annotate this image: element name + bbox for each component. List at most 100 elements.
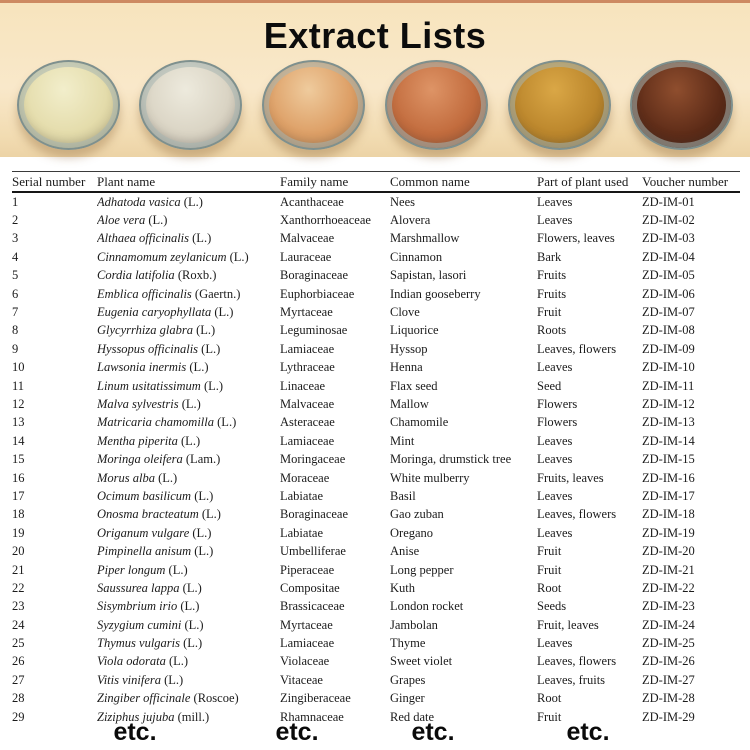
cell-family-name: Brassicaceae [280, 599, 345, 614]
plant-scientific-name: Ziziphus jujuba [97, 709, 175, 724]
cell-serial-number: 2 [12, 213, 19, 228]
cell-common-name: Hyssop [390, 341, 428, 356]
cell-plant-name: Emblica officinalis (Gaertn.) [97, 287, 280, 302]
cell-serial-number: 23 [12, 599, 25, 614]
cell-voucher-number: ZD-IM-14 [642, 433, 695, 448]
powder-dish-4 [384, 60, 488, 150]
cell-part-of-plant: Fruits, leaves [537, 470, 604, 485]
cell-part-of-plant: Leaves [537, 194, 573, 209]
cell-plant-name: Thymus vulgaris (L.) [97, 636, 280, 651]
cell-voucher-number: ZD-IM-03 [642, 231, 695, 246]
cell-serial-number: 12 [12, 396, 25, 411]
plant-authority: (L.) [180, 599, 200, 614]
cell-serial-number: 6 [12, 286, 19, 301]
cell-family-name: Lamiaceae [280, 433, 335, 448]
plant-authority: (L.) [169, 654, 189, 669]
cell-common-name: London rocket [390, 599, 464, 614]
cell-plant-name: Syzygium cumini (L.) [97, 618, 280, 633]
plant-authority: (L.) [183, 636, 203, 651]
cell-common-name: Clove [390, 305, 420, 320]
cell-voucher-number: ZD-IM-21 [642, 562, 695, 577]
cell-serial-number: 8 [12, 323, 19, 338]
plant-authority: (Roxb.) [177, 268, 217, 283]
plant-authority: (L.) [164, 672, 184, 687]
plant-authority: (L.) [214, 305, 234, 320]
plant-authority: (L.) [184, 617, 204, 632]
cell-serial-number: 14 [12, 433, 25, 448]
plant-authority: (L.) [217, 415, 237, 430]
plant-authority: (L.) [229, 249, 249, 264]
cell-part-of-plant: Flowers [537, 396, 578, 411]
powder-dish-1 [16, 60, 120, 150]
cell-family-name: Boraginaceae [280, 507, 349, 522]
plant-scientific-name: Vitis vinifera [97, 672, 161, 687]
cell-voucher-number: ZD-IM-01 [642, 194, 695, 209]
plant-scientific-name: Cordia latifolia [97, 268, 175, 283]
cell-plant-name: Mentha piperita (L.) [97, 434, 280, 449]
cell-voucher-number: ZD-IM-09 [642, 341, 695, 356]
table-row: 19 Origanum vulgare (L.) Labiatae Oregano Le… [12, 524, 740, 542]
plant-authority: (L.) [203, 378, 224, 393]
cell-voucher-number: ZD-IM-04 [642, 249, 695, 264]
plant-authority: (L.) [194, 488, 214, 503]
plant-scientific-name: Sisymbrium irio [97, 599, 178, 614]
cell-family-name: Malvaceae [280, 231, 335, 246]
table-row: 20 Pimpinella anisum (L.) Umbelliferae Anis… [12, 542, 740, 560]
cell-common-name: Mint [390, 433, 415, 448]
table-body: 1 Adhatoda vasica (L.) Acanthaceae Nees Leav… [12, 193, 740, 726]
cell-family-name: Leguminosae [280, 323, 348, 338]
table-row: 14 Mentha piperita (L.) Lamiaceae Mint Leave… [12, 432, 740, 450]
plant-authority: (L.) [183, 194, 203, 209]
cell-part-of-plant: Fruits [537, 286, 567, 301]
cell-common-name: Moringa, drumstick tree [390, 452, 512, 467]
cell-plant-name: Linum usitatissimum (L.) [97, 379, 280, 394]
cell-family-name: Lamiaceae [280, 341, 335, 356]
plant-authority: (L.) [201, 507, 221, 522]
cell-voucher-number: ZD-IM-06 [642, 286, 695, 301]
cell-plant-name: Cordia latifolia (Roxb.) [97, 268, 280, 283]
cell-part-of-plant: Seeds [537, 599, 567, 614]
plant-scientific-name: Moringa oleifera [97, 452, 183, 467]
page-title: Extract Lists [263, 15, 487, 56]
plant-scientific-name: Linum usitatissimum [97, 378, 201, 393]
table-row: 18 Onosma bracteatum (L.) Boraginaceae Gao … [12, 506, 740, 524]
cell-common-name: Nees [390, 194, 415, 209]
cell-part-of-plant: Root [537, 580, 562, 595]
cell-family-name: Acanthaceae [280, 194, 344, 209]
cell-serial-number: 26 [12, 654, 25, 669]
cell-common-name: Ginger [390, 691, 425, 706]
plant-scientific-name: Saussurea lappa [97, 580, 180, 595]
cell-voucher-number: ZD-IM-17 [642, 488, 695, 503]
cell-part-of-plant: Leaves [537, 433, 573, 448]
table-row: 23 Sisymbrium irio (L.) Brassicaceae London… [12, 598, 740, 616]
plant-scientific-name: Lawsonia inermis [97, 360, 187, 375]
etc-label-common-name: etc. [411, 718, 455, 746]
plant-authority: (L.) [201, 341, 221, 356]
cell-voucher-number: ZD-IM-23 [642, 599, 695, 614]
cell-common-name: Jambolan [390, 617, 438, 632]
cell-serial-number: 4 [12, 249, 19, 264]
plant-scientific-name: Emblica officinalis [97, 286, 192, 301]
cell-plant-name: Aloe vera (L.) [97, 213, 280, 228]
cell-family-name: Vitaceae [280, 672, 323, 687]
plant-scientific-name: Aloe vera [97, 213, 146, 228]
cell-voucher-number: ZD-IM-24 [642, 617, 695, 632]
cell-part-of-plant: Leaves [537, 360, 573, 375]
cell-part-of-plant: Leaves [537, 525, 573, 540]
cell-voucher-number: ZD-IM-29 [642, 709, 695, 724]
cell-plant-name: Onosma bracteatum (L.) [97, 507, 280, 522]
plant-authority: (L.) [182, 580, 202, 595]
plant-authority: (L.) [192, 525, 212, 540]
plant-scientific-name: Syzygium cumini [97, 617, 182, 632]
cell-plant-name: Ocimum basilicum (L.) [97, 489, 280, 504]
table-row: 12 Malva sylvestris (L.) Malvaceae Mallow Fl… [12, 395, 740, 413]
etc-label-part-used: etc. [566, 718, 610, 746]
cell-family-name: Lamiaceae [280, 636, 335, 651]
cell-serial-number: 11 [12, 378, 25, 393]
plant-authority: (L.) [181, 433, 201, 448]
cell-part-of-plant: Bark [537, 249, 562, 264]
cell-common-name: Flax seed [390, 378, 438, 393]
powder-dish-3-wrap [256, 60, 372, 150]
powder-dish-4-wrap [378, 60, 494, 150]
